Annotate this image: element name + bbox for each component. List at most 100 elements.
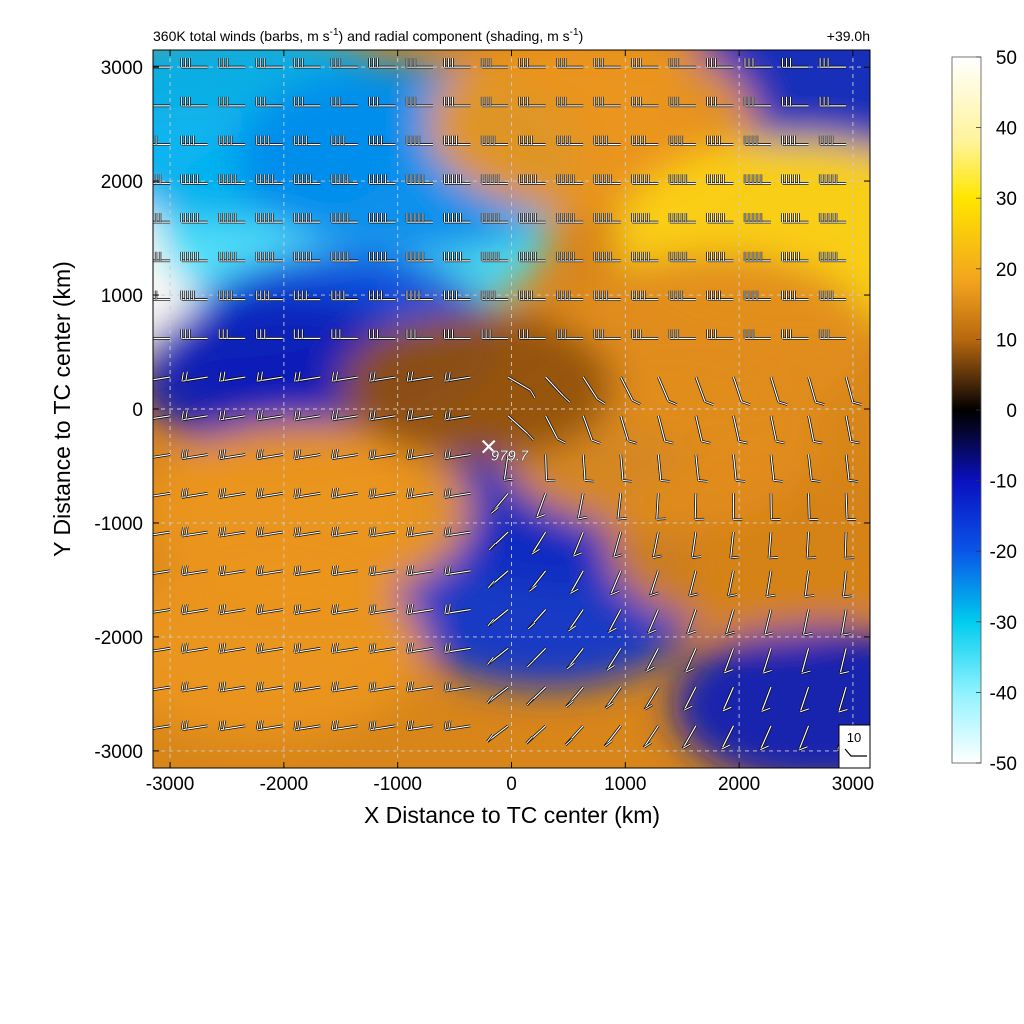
wind-barb — [507, 375, 537, 399]
wind-barb — [843, 532, 855, 560]
wind-barb — [769, 376, 788, 406]
wind-barb — [368, 681, 396, 693]
wind-barb — [218, 371, 246, 383]
wind-barb — [544, 454, 556, 483]
reference-barb-icon — [844, 748, 867, 757]
wind-barb — [293, 371, 321, 383]
wind-barb — [217, 213, 246, 224]
wind-barb — [480, 96, 509, 108]
wind-barb — [443, 642, 471, 654]
wind-barb — [406, 526, 434, 538]
wind-barb — [616, 493, 628, 521]
wind-barb — [293, 410, 321, 422]
wind-barbs — [153, 58, 862, 752]
wind-barb — [255, 251, 283, 263]
wind-barb — [180, 720, 208, 732]
wind-barb — [153, 135, 171, 146]
wind-barb — [619, 415, 638, 445]
wind-barb — [153, 414, 171, 420]
wind-barb — [153, 608, 171, 614]
wind-barb — [518, 290, 546, 301]
wind-barb — [668, 96, 696, 108]
wind-barb — [799, 686, 810, 713]
wind-barb — [293, 681, 321, 693]
colorbar-tick-label: -10 — [990, 472, 1017, 493]
wind-barb — [153, 685, 171, 692]
wind-barb — [844, 454, 859, 483]
wind-barb — [443, 487, 471, 499]
wind-barb — [180, 174, 208, 185]
wind-barb — [668, 213, 696, 224]
wind-barb — [530, 531, 547, 556]
wind-barb — [255, 603, 283, 615]
wind-barb — [293, 135, 321, 146]
wind-barb — [255, 487, 283, 499]
wind-barb — [255, 410, 283, 422]
wind-barb — [368, 410, 396, 422]
wind-barb — [593, 290, 621, 301]
wind-barb — [153, 174, 171, 185]
wind-barb — [180, 526, 208, 538]
wind-barb — [217, 174, 246, 185]
wind-barb — [581, 415, 601, 445]
wind-barb — [518, 96, 546, 108]
wind-barb — [153, 251, 171, 263]
wind-barb — [480, 329, 509, 340]
wind-barb — [405, 290, 433, 301]
wind-barb — [668, 174, 696, 185]
wind-barb — [217, 135, 246, 146]
wind-barb — [681, 725, 697, 750]
wind-barb — [686, 609, 698, 636]
wind-barb — [818, 290, 847, 301]
y-tick-label: 1000 — [101, 286, 143, 307]
wind-barb — [180, 251, 208, 263]
wind-barb — [255, 642, 283, 654]
wind-barb — [544, 376, 571, 404]
wind-barb — [443, 251, 471, 263]
y-tick-label: 3000 — [101, 58, 143, 79]
wind-barb — [631, 329, 659, 340]
wind-barb — [218, 526, 246, 538]
wind-barb — [180, 135, 208, 146]
y-axis-title: Y Distance to TC center (km) — [49, 261, 75, 557]
wind-barb — [631, 96, 659, 108]
y-tick-label: -1000 — [94, 514, 143, 535]
wind-barb — [488, 531, 509, 551]
wind-barb — [180, 213, 208, 224]
wind-barb — [781, 135, 809, 146]
wind-barb — [180, 642, 208, 654]
wind-barb — [694, 454, 708, 483]
wind-barb — [723, 647, 735, 674]
wind-barb — [480, 58, 509, 69]
wind-barb — [480, 290, 509, 301]
wind-barb — [763, 609, 774, 637]
wind-barb — [760, 686, 773, 713]
wind-barb — [593, 58, 621, 69]
wind-barb — [293, 329, 321, 340]
wind-barb — [518, 329, 546, 340]
wind-barb — [844, 493, 857, 521]
wind-barb — [645, 647, 660, 673]
wind-barb — [593, 329, 621, 340]
wind-barb — [293, 603, 321, 615]
wind-barb — [619, 376, 642, 406]
wind-barb — [480, 174, 509, 185]
x-tick-label: -3000 — [146, 774, 195, 795]
wind-barb — [837, 686, 848, 714]
wind-barb — [651, 531, 663, 559]
wind-barb — [405, 135, 433, 146]
wind-barb — [368, 251, 396, 263]
wind-barb — [293, 251, 321, 263]
wind-barb — [153, 530, 171, 537]
wind-barb — [527, 608, 547, 630]
wind-barb — [743, 329, 771, 340]
wind-barb — [368, 213, 396, 224]
wind-barb — [518, 58, 546, 69]
wind-barb — [406, 565, 434, 577]
wind-barb — [406, 410, 434, 422]
wind-barb — [180, 290, 208, 301]
wind-barb — [293, 213, 321, 224]
wind-barb — [706, 329, 734, 340]
wind-barb — [180, 329, 208, 340]
